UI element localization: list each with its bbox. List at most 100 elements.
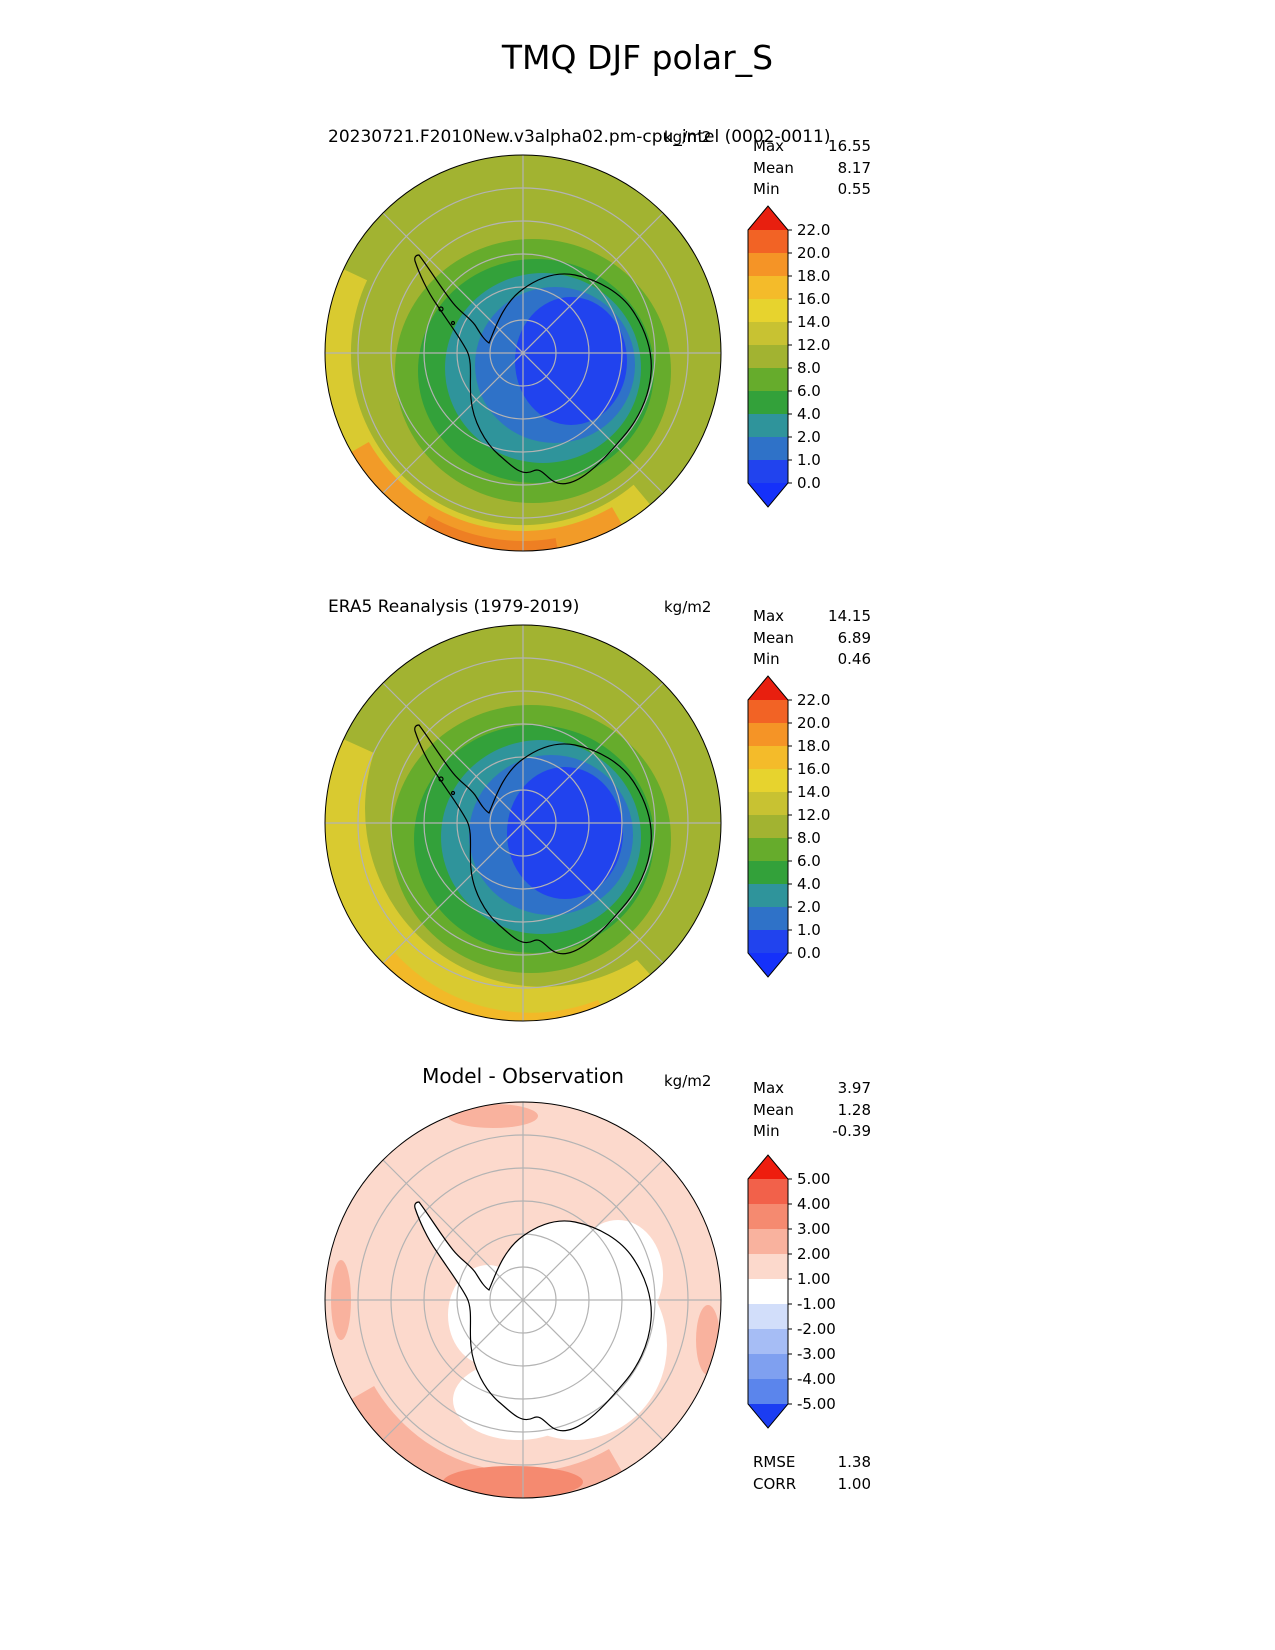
stat-row: Mean 8.17 (753, 158, 871, 180)
colorbar-segment (748, 723, 788, 746)
colorbar-tick-label: 2.0 (797, 428, 821, 446)
graticule (325, 625, 721, 1021)
colorbar-tick-label: 18.0 (797, 737, 830, 755)
stat-label: Min (753, 650, 780, 668)
colorbar-segment (748, 1204, 788, 1229)
colorbar-tick-label: 18.0 (797, 267, 830, 285)
stat-label: Mean (753, 628, 794, 647)
colorbar-segment (748, 253, 788, 276)
colorbar-tick-label: 2.00 (797, 1245, 830, 1263)
colorbar-tick-label: 16.0 (797, 290, 830, 308)
units-label: kg/m2 (664, 128, 712, 146)
stat-row: Min 0.55 (753, 179, 871, 201)
colorbar-segment (748, 1354, 788, 1379)
colorbar-under-arrow (748, 483, 788, 507)
colorbar-tick-label: -5.00 (797, 1395, 836, 1413)
colorbar-over-arrow (748, 1155, 788, 1179)
stat-row: Max 16.55 (753, 136, 871, 158)
stat-label: Max (753, 1079, 785, 1097)
colorbar-segment (748, 1229, 788, 1254)
stat-value: 0.46 (837, 650, 871, 668)
colorbar-segment (748, 1254, 788, 1279)
stat-label: Max (753, 607, 785, 625)
colorbar-segment (748, 276, 788, 299)
colorbar-over-arrow (748, 206, 788, 230)
colorbar-segment (748, 322, 788, 345)
colorbar-tick-label: 4.0 (797, 405, 821, 423)
colorbar-segment (748, 792, 788, 815)
stat-label: Mean (753, 158, 794, 177)
colorbar-segment (748, 391, 788, 414)
colorbar-tick-label: 14.0 (797, 783, 830, 801)
colorbar-tick-label: 6.0 (797, 852, 821, 870)
colorbar-tick-label: 16.0 (797, 760, 830, 778)
stat-value: -0.39 (832, 1122, 871, 1140)
colorbar-tick-label: -4.00 (797, 1370, 836, 1388)
colorbar-tick-label: 20.0 (797, 244, 830, 262)
coastline (414, 1201, 652, 1432)
colorbar-segment (748, 838, 788, 861)
stat-row: Max 3.97 (753, 1078, 871, 1100)
colorbar-segment (748, 299, 788, 322)
stat-row: Min -0.39 (753, 1121, 871, 1143)
metric-value: 1.00 (837, 1474, 871, 1493)
colorbar-tick-label: 1.00 (797, 1270, 830, 1288)
stat-value: 3.97 (837, 1079, 871, 1097)
colorbar-segment (748, 746, 788, 769)
metrics-block: RMSE 1.38 CORR 1.00 (753, 1452, 871, 1495)
map-diff (324, 1101, 722, 1499)
colorbar-segment (748, 1329, 788, 1354)
colorbar-under-arrow (748, 953, 788, 977)
colorbar-segment (748, 907, 788, 930)
colorbar-segment (748, 1279, 788, 1304)
colorbar-tick-label: 14.0 (797, 313, 830, 331)
stat-row: Max 14.15 (753, 606, 871, 628)
colorbar-tick-label: 12.0 (797, 806, 830, 824)
metric-row: CORR 1.00 (753, 1474, 871, 1496)
stat-value: 8.17 (837, 158, 871, 177)
colorbar-tick-label: 3.00 (797, 1220, 830, 1238)
map-boundary (324, 154, 722, 552)
colorbar: 22.0 20.0 18.0 16.0 14.0 12.0 8.0 6.0 4.0 2.0 1.0 0… (747, 675, 830, 978)
colorbar-over-arrow (748, 676, 788, 700)
colorbar-tick-label: 0.0 (797, 474, 821, 492)
colorbar-tick-label: 4.00 (797, 1195, 830, 1213)
coastline (414, 724, 652, 955)
stats-block: Max 3.97 Mean 1.28 Min -0.39 (753, 1078, 871, 1143)
stat-value: 1.28 (837, 1100, 871, 1119)
colorbar-segment (748, 815, 788, 838)
colorbar-tick-label: -3.00 (797, 1345, 836, 1363)
stat-row: Min 0.46 (753, 649, 871, 671)
map-obs (324, 624, 722, 1022)
colorbar-tick-label: 0.0 (797, 944, 821, 962)
colorbar-segment (748, 930, 788, 953)
stat-label: Min (753, 1122, 780, 1140)
stat-row: Mean 1.28 (753, 1100, 871, 1122)
units-label: kg/m2 (664, 1072, 712, 1090)
map-boundary (324, 1101, 722, 1499)
stats-block: Max 14.15 Mean 6.89 Min 0.46 (753, 606, 871, 671)
colorbar-tick-label: 20.0 (797, 714, 830, 732)
colorbar-segment (748, 1179, 788, 1204)
colorbar-segment (748, 861, 788, 884)
colorbar-tick-label: 8.0 (797, 829, 821, 847)
colorbar-tick-label: 2.0 (797, 898, 821, 916)
colorbar-tick-label: 22.0 (797, 691, 830, 709)
map-boundary (324, 624, 722, 1022)
graticule (325, 1102, 721, 1498)
colorbar-tick-label: -1.00 (797, 1295, 836, 1313)
graticule (325, 155, 721, 551)
colorbar-segment (748, 1304, 788, 1329)
colorbar-segment (748, 700, 788, 723)
metric-label: CORR (753, 1474, 797, 1493)
colorbar-tick-label: -2.00 (797, 1320, 836, 1338)
stat-value: 16.55 (828, 137, 871, 155)
metric-label: RMSE (753, 1453, 796, 1471)
panel-obs: kg/m2 ERA5 Reanalysis (1979-2019) Max 14.… (0, 590, 1275, 1090)
colorbar-segment (748, 769, 788, 792)
colorbar-tick-label: 1.0 (797, 921, 821, 939)
colorbar-tick-label: 5.00 (797, 1170, 830, 1188)
units-label: kg/m2 (664, 598, 712, 616)
colorbar-segment (748, 460, 788, 483)
